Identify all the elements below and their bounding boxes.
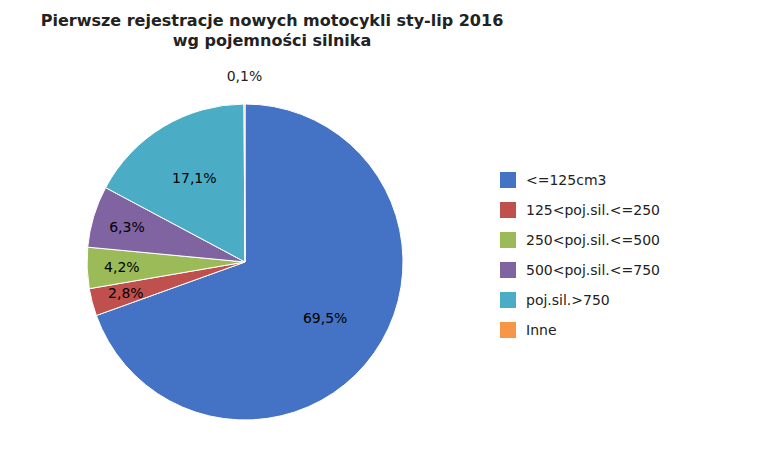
legend: <=125cm3 125<poj.sil.<=250 250<poj.sil.<=5…	[500, 172, 660, 338]
legend-swatch	[500, 202, 516, 218]
data-label: 6,3%	[109, 219, 145, 235]
legend-swatch	[500, 262, 516, 278]
legend-swatch	[500, 322, 516, 338]
legend-label: poj.sil.>750	[526, 292, 610, 308]
chart: Pierwsze rejestracje nowych motocykli st…	[0, 0, 778, 450]
background	[0, 0, 778, 450]
data-label: 17,1%	[172, 170, 216, 186]
data-labels: 69,5% 2,8% 4,2% 6,3% 17,1% 0,1%	[104, 68, 347, 327]
pie	[87, 104, 403, 420]
data-label: 69,5%	[303, 310, 347, 326]
legend-label: Inne	[526, 322, 557, 338]
legend-swatch	[500, 292, 516, 308]
title: Pierwsze rejestracje nowych motocykli st…	[41, 11, 504, 50]
slice	[106, 104, 245, 262]
legend-swatch	[500, 232, 516, 248]
legend-label: 250<poj.sil.<=500	[526, 232, 660, 248]
data-label: 2,8%	[108, 285, 144, 301]
data-label: 4,2%	[104, 259, 140, 275]
legend-label: 125<poj.sil.<=250	[526, 202, 660, 218]
legend-swatch	[500, 172, 516, 188]
data-label: 0,1%	[227, 68, 263, 84]
chart-container: Pierwsze rejestracje nowych motocykli st…	[0, 0, 778, 450]
legend-label: <=125cm3	[526, 172, 606, 188]
slice	[244, 104, 246, 262]
legend-label: 500<poj.sil.<=750	[526, 262, 660, 278]
